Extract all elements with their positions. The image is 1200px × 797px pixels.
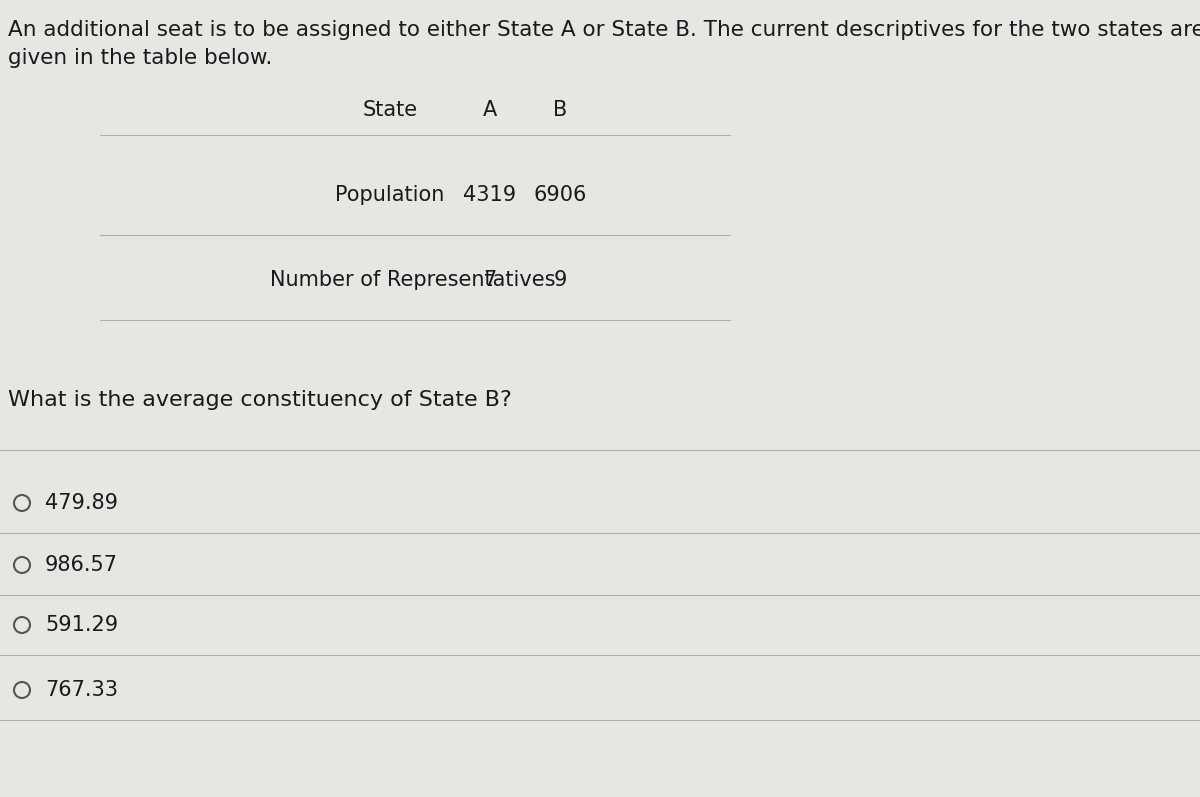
Text: State: State [362, 100, 418, 120]
Text: 591.29: 591.29 [46, 615, 118, 635]
Text: A: A [482, 100, 497, 120]
Text: 6906: 6906 [533, 185, 587, 205]
Text: What is the average constituency of State B?: What is the average constituency of Stat… [8, 390, 511, 410]
Text: given in the table below.: given in the table below. [8, 48, 272, 68]
Text: Number of Representatives: Number of Representatives [270, 270, 556, 290]
Text: An additional seat is to be assigned to either State A or State B. The current d: An additional seat is to be assigned to … [8, 20, 1200, 40]
Text: 4319: 4319 [463, 185, 516, 205]
Text: 479.89: 479.89 [46, 493, 118, 513]
Text: 7: 7 [484, 270, 497, 290]
Text: 767.33: 767.33 [46, 680, 118, 700]
Text: B: B [553, 100, 568, 120]
Text: 986.57: 986.57 [46, 555, 118, 575]
Text: 9: 9 [553, 270, 566, 290]
Text: Population: Population [335, 185, 445, 205]
